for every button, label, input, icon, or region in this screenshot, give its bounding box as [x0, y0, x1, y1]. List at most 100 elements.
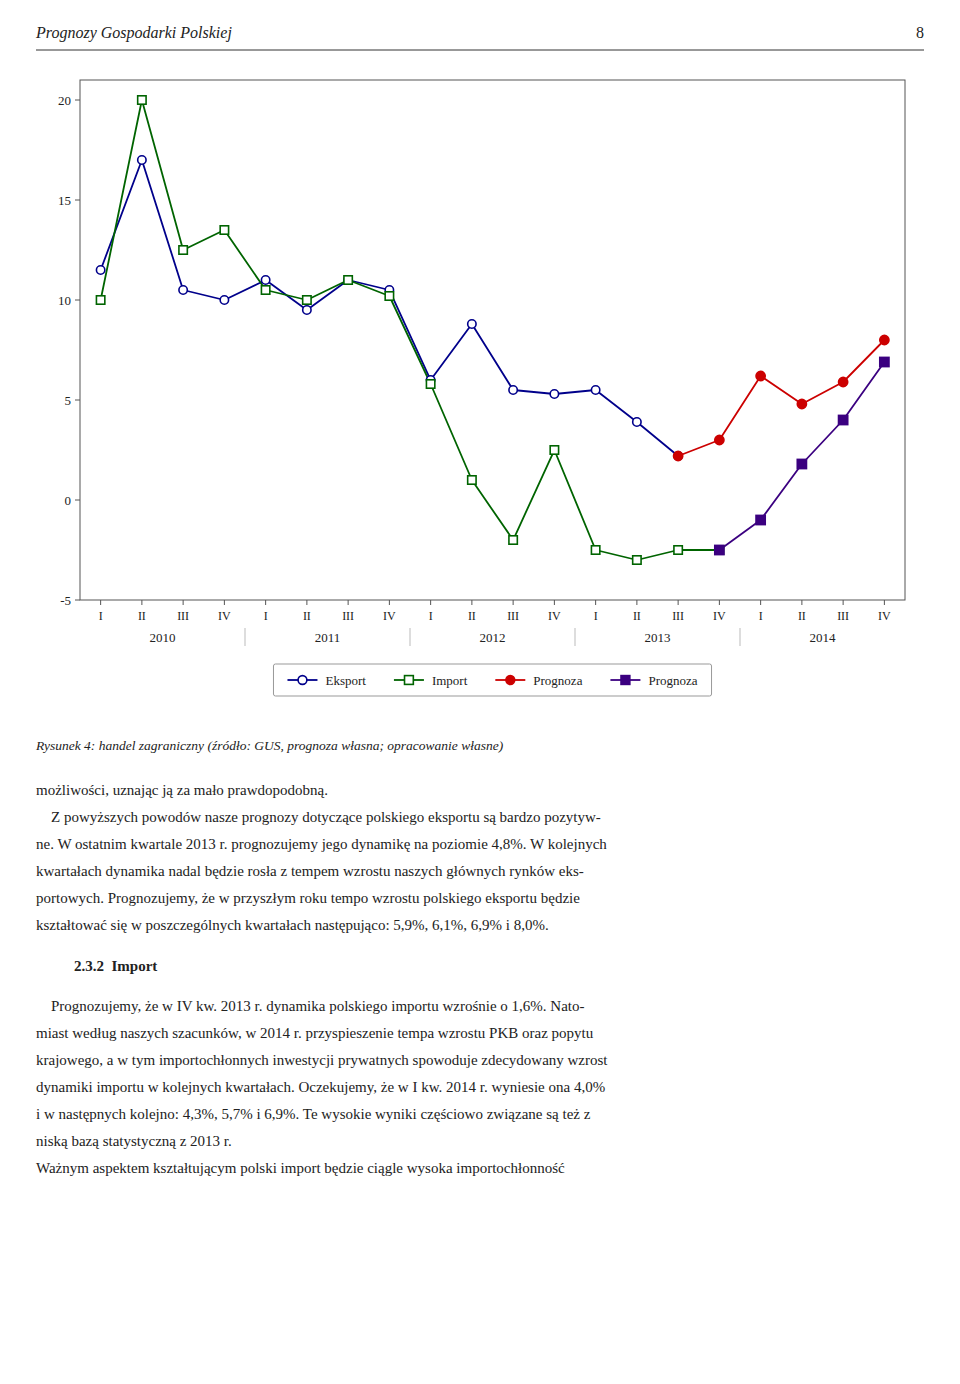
x-tick	[843, 600, 844, 605]
x-tick-label: I	[759, 609, 763, 623]
data-point	[468, 476, 476, 484]
y-tick-label: 5	[65, 393, 72, 408]
data-point	[344, 276, 352, 284]
x-tick-label: I	[594, 609, 598, 623]
year-label: 2011	[315, 630, 341, 645]
data-point	[509, 536, 517, 544]
x-tick-label: III	[177, 609, 189, 623]
x-tick	[884, 600, 885, 605]
legend-marker	[506, 676, 515, 685]
body-line: portowych. Prognozujemy, że w przyszłym …	[36, 890, 580, 906]
legend-item: Prognoza	[610, 673, 697, 688]
x-tick-label: I	[264, 609, 268, 623]
x-tick	[801, 600, 802, 605]
data-point	[715, 545, 724, 554]
data-point	[509, 386, 517, 394]
legend: EksportImportPrognozaPrognoza	[273, 664, 711, 696]
data-point	[797, 459, 806, 468]
data-point	[797, 399, 806, 408]
x-tick	[183, 600, 184, 605]
data-point	[633, 418, 641, 426]
x-tick-label: III	[672, 609, 684, 623]
data-point	[550, 446, 558, 454]
body-line: miast według naszych szacunków, w 2014 r…	[36, 1025, 594, 1041]
x-tick	[100, 600, 101, 605]
year-separator	[575, 628, 576, 646]
x-tick	[760, 600, 761, 605]
legend-marker	[621, 676, 630, 685]
data-point	[220, 296, 228, 304]
x-tick	[389, 600, 390, 605]
data-point	[633, 556, 641, 564]
x-tick-label: IV	[878, 609, 891, 623]
data-point	[179, 246, 187, 254]
page: Prognozy Gospodarki Polskiej 8 -5 0 5 10 15 20 I…	[0, 0, 960, 1384]
legend-marker	[298, 676, 307, 685]
x-tick	[141, 600, 142, 605]
data-point	[220, 226, 228, 234]
data-point	[179, 286, 187, 294]
year-label: 2013	[645, 630, 671, 645]
x-tick	[348, 600, 349, 605]
data-point	[96, 266, 104, 274]
x-tick	[678, 600, 679, 605]
plot-frame	[80, 80, 905, 600]
legend-label: Prognoza	[648, 673, 697, 688]
y-tick-label: 20	[58, 93, 71, 108]
header-right: 8	[916, 24, 924, 41]
x-tick-label: IV	[713, 609, 726, 623]
y-tick-label: -5	[60, 593, 71, 608]
year-separator	[410, 628, 411, 646]
body-line: kształtować się w poszczególnych kwartał…	[36, 917, 549, 933]
data-point	[591, 546, 599, 554]
legend-label: Eksport	[325, 673, 366, 688]
series-line	[678, 340, 884, 456]
legend-item: Eksport	[287, 673, 366, 688]
x-tick-label: IV	[383, 609, 396, 623]
body-line: ne. W ostatnim kwartale 2013 r. prognozu…	[36, 836, 607, 852]
body-line: i w następnych kolejno: 4,3%, 5,7% i 6,9…	[36, 1106, 591, 1122]
data-point	[261, 276, 269, 284]
data-point	[756, 371, 765, 380]
section-heading: 2.3.2 Import	[74, 958, 157, 974]
data-point	[138, 96, 146, 104]
data-point	[674, 451, 683, 460]
legend-label: Import	[432, 673, 468, 688]
x-tick-label: III	[507, 609, 519, 623]
year-label: 2014	[810, 630, 837, 645]
x-tick-label: IV	[548, 609, 561, 623]
x-tick-label: III	[342, 609, 354, 623]
data-point	[303, 296, 311, 304]
y-tick-label: 15	[58, 193, 71, 208]
caption: Rysunek 4: handel zagraniczny (źródło: G…	[35, 738, 504, 753]
x-tick	[306, 600, 307, 605]
data-point	[715, 435, 724, 444]
data-point	[303, 306, 311, 314]
y-tick	[75, 500, 80, 501]
data-point	[756, 515, 765, 524]
x-tick	[719, 600, 720, 605]
data-point	[344, 276, 352, 284]
y-tick-label: 0	[65, 493, 72, 508]
x-tick	[636, 600, 637, 605]
x-tick-label: III	[837, 609, 849, 623]
data-point	[96, 296, 104, 304]
header-left: Prognozy Gospodarki Polskiej	[35, 24, 232, 42]
data-point	[385, 292, 393, 300]
y-tick	[75, 400, 80, 401]
y-tick-label: 10	[58, 293, 71, 308]
x-tick-label: I	[99, 609, 103, 623]
body-line: Z powyższych powodów nasze prognozy doty…	[36, 809, 601, 825]
body-line: krajowego, a w tym importochłonnych inwe…	[36, 1052, 608, 1068]
y-tick	[75, 200, 80, 201]
data-point	[839, 377, 848, 386]
data-point	[715, 546, 723, 554]
body-line: Ważnym aspektem kształtującym polski imp…	[36, 1160, 565, 1176]
x-tick	[595, 600, 596, 605]
x-tick	[513, 600, 514, 605]
legend-marker	[405, 676, 414, 685]
data-point	[880, 357, 889, 366]
x-tick	[471, 600, 472, 605]
x-tick-label: II	[468, 609, 476, 623]
x-tick-label: IV	[218, 609, 231, 623]
